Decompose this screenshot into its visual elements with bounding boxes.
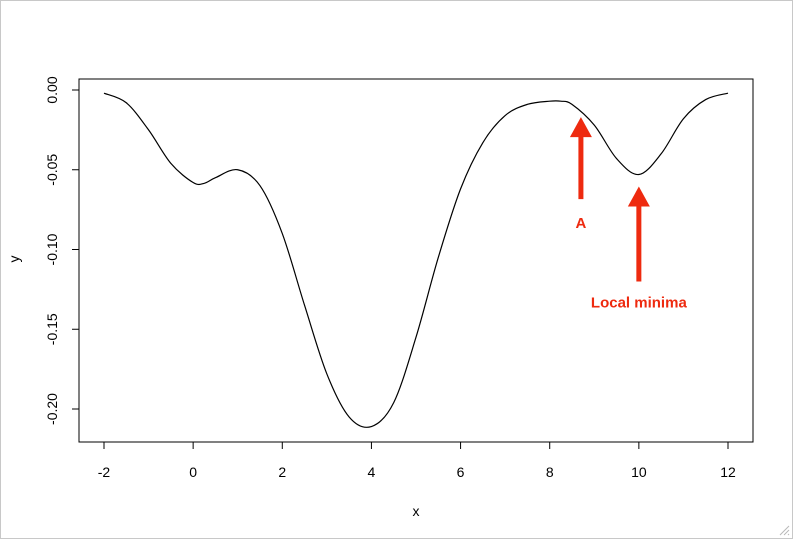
annotation-arrowhead-icon — [627, 186, 650, 207]
series-layer — [103, 92, 729, 428]
y-tick-label: -0.20 — [44, 393, 60, 425]
annotation-layer: A Local minima — [569, 117, 688, 312]
y-axis: 0.00 -0.05 -0.10 -0.15 -0.20 — [44, 76, 80, 425]
x-tick-label: 4 — [368, 464, 376, 480]
y-tick-label: -0.15 — [44, 313, 60, 345]
x-axis-label: x — [413, 503, 420, 519]
resize-grip-icon[interactable] — [778, 524, 790, 536]
y-tick-label: -0.10 — [44, 233, 60, 265]
y-tick-label: 0.00 — [44, 76, 60, 103]
annotation-label: A — [575, 215, 586, 232]
x-tick-label: 10 — [631, 464, 647, 480]
annotation-arrowhead-icon — [569, 117, 592, 138]
x-tick-label: 8 — [546, 464, 554, 480]
x-tick-label: 2 — [278, 464, 286, 480]
x-tick-label: 6 — [457, 464, 465, 480]
series-line — [103, 92, 729, 428]
x-tick-label: 12 — [720, 464, 736, 480]
x-axis: -2 0 2 4 6 8 10 12 — [98, 441, 736, 480]
plot-box — [78, 78, 754, 443]
x-tick-label: -2 — [98, 464, 111, 480]
annotation-label: Local minima — [591, 295, 688, 312]
y-axis-label: y — [6, 256, 22, 263]
x-tick-label: 0 — [189, 464, 197, 480]
y-tick-label: -0.05 — [44, 154, 60, 186]
